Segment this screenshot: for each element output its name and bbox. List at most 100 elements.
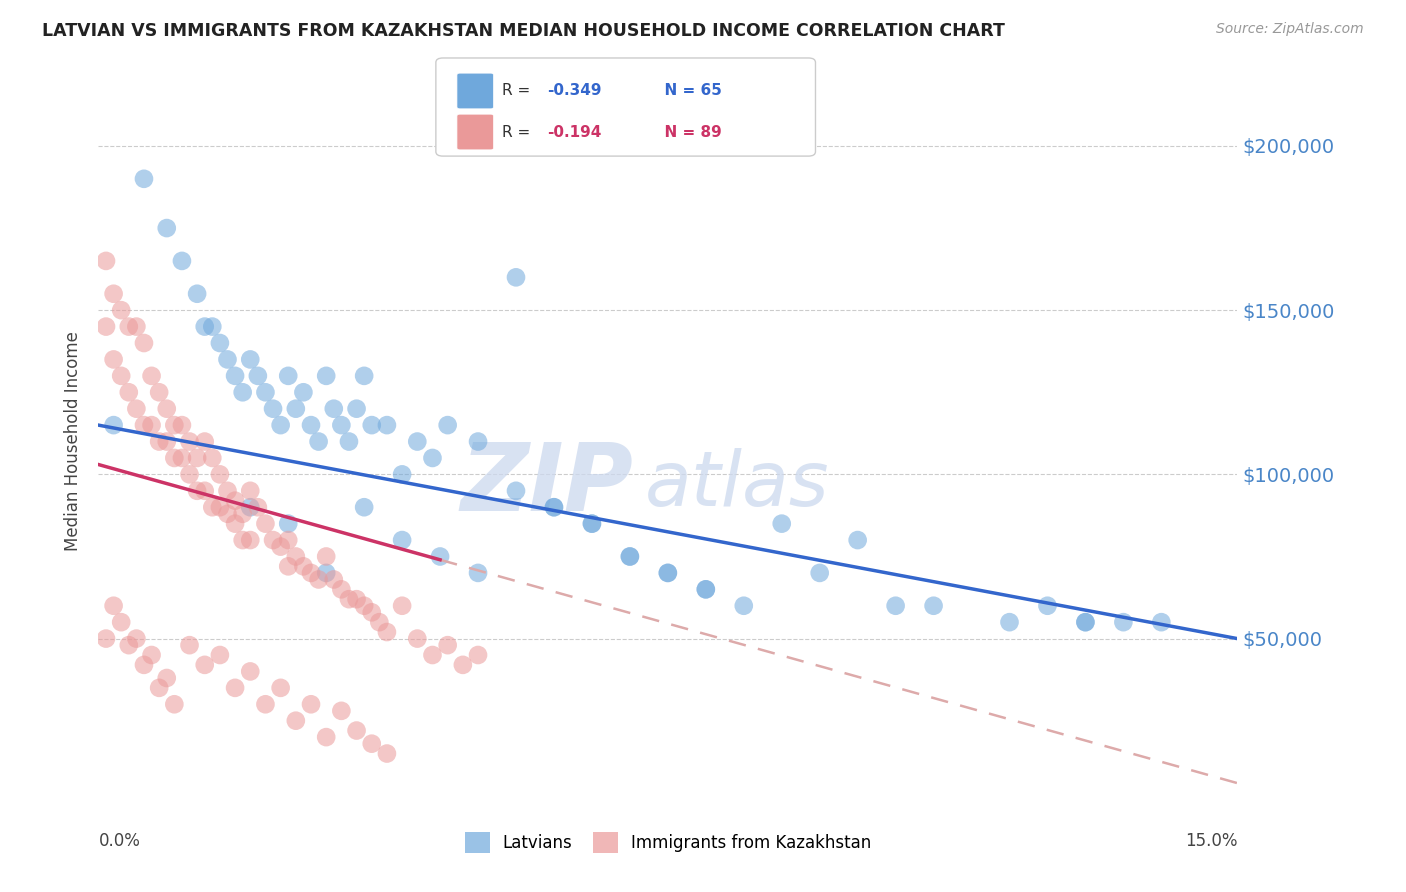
Point <box>391 599 413 613</box>
Point <box>103 286 125 301</box>
Point <box>132 336 155 351</box>
Point <box>179 434 201 449</box>
Point <box>1074 615 1097 630</box>
Point <box>132 657 155 672</box>
Point <box>436 418 458 433</box>
Point <box>224 493 246 508</box>
Point <box>360 737 382 751</box>
Point <box>375 747 398 761</box>
Point <box>375 625 398 640</box>
Point <box>217 507 239 521</box>
Point <box>208 336 231 351</box>
Point <box>194 434 217 449</box>
Point <box>224 516 246 531</box>
Point <box>246 500 269 515</box>
Point <box>186 286 208 301</box>
Point <box>284 401 307 416</box>
Point <box>239 500 262 515</box>
Point <box>110 368 132 383</box>
Point <box>337 434 360 449</box>
Text: 0.0%: 0.0% <box>98 831 141 850</box>
Point <box>103 599 125 613</box>
Point <box>170 450 193 465</box>
Point <box>1112 615 1135 630</box>
Point <box>224 368 246 383</box>
Point <box>422 648 444 662</box>
Point <box>391 533 413 547</box>
Text: R =: R = <box>502 125 536 139</box>
Point <box>179 467 201 482</box>
Point <box>163 698 186 712</box>
Point <box>208 500 231 515</box>
Point <box>254 516 277 531</box>
Point <box>330 582 353 597</box>
Text: N = 89: N = 89 <box>654 125 721 139</box>
Point <box>94 319 117 334</box>
Text: -0.349: -0.349 <box>547 84 602 98</box>
Point <box>467 566 489 580</box>
Point <box>277 533 299 547</box>
Point <box>884 599 907 613</box>
Point <box>94 253 117 268</box>
Y-axis label: Median Household Income: Median Household Income <box>65 332 83 551</box>
Point <box>922 599 945 613</box>
Point <box>353 599 375 613</box>
Point <box>163 450 186 465</box>
Point <box>581 516 603 531</box>
Point <box>148 434 170 449</box>
Point <box>360 605 382 619</box>
Point <box>201 500 224 515</box>
Point <box>346 401 368 416</box>
Point <box>299 566 322 580</box>
Point <box>208 648 231 662</box>
Point <box>246 368 269 383</box>
Point <box>270 540 292 554</box>
Point <box>141 648 163 662</box>
Point <box>277 516 299 531</box>
Point <box>156 401 179 416</box>
Point <box>194 319 217 334</box>
Point <box>170 253 193 268</box>
Point <box>436 638 458 652</box>
Point <box>224 681 246 695</box>
Point <box>505 483 527 498</box>
Point <box>1074 615 1097 630</box>
Point <box>156 434 179 449</box>
Point <box>998 615 1021 630</box>
Point <box>94 632 117 646</box>
Point <box>1150 615 1173 630</box>
Point <box>346 723 368 738</box>
Point <box>232 533 254 547</box>
Point <box>118 385 141 400</box>
Point <box>368 615 391 630</box>
Text: atlas: atlas <box>645 448 830 522</box>
Point <box>270 681 292 695</box>
Text: N = 65: N = 65 <box>654 84 721 98</box>
Point <box>429 549 451 564</box>
Text: 15.0%: 15.0% <box>1185 831 1237 850</box>
Point <box>543 500 565 515</box>
Point <box>103 352 125 367</box>
Point <box>422 450 444 465</box>
Point <box>239 665 262 679</box>
Point <box>201 450 224 465</box>
Point <box>315 566 337 580</box>
Point <box>262 401 284 416</box>
Point <box>695 582 717 597</box>
Point <box>132 418 155 433</box>
Point <box>239 533 262 547</box>
Point <box>141 368 163 383</box>
Point <box>201 319 224 334</box>
Point <box>217 483 239 498</box>
Point <box>619 549 641 564</box>
Point <box>277 368 299 383</box>
Point <box>1036 599 1059 613</box>
Point <box>299 418 322 433</box>
Point <box>467 648 489 662</box>
Point <box>270 418 292 433</box>
Point <box>330 704 353 718</box>
Point <box>125 401 148 416</box>
Point <box>657 566 679 580</box>
Point <box>254 385 277 400</box>
Legend: Latvians, Immigrants from Kazakhstan: Latvians, Immigrants from Kazakhstan <box>458 826 877 860</box>
